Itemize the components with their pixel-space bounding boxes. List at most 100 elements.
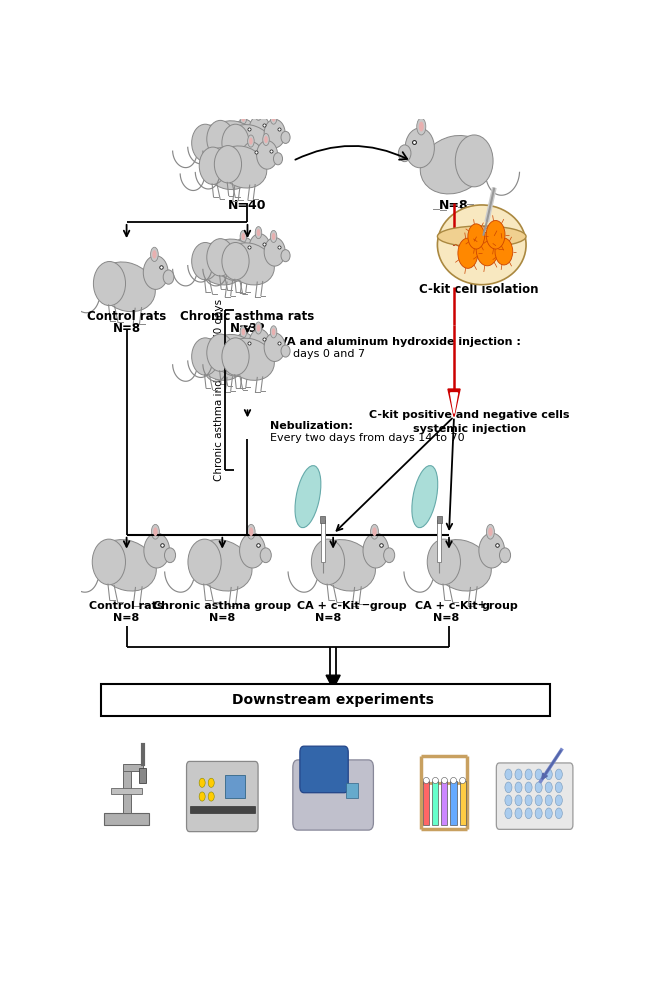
Ellipse shape [274, 153, 283, 165]
Bar [123, 767, 131, 814]
Ellipse shape [441, 778, 447, 784]
Ellipse shape [211, 121, 259, 163]
Circle shape [555, 769, 562, 780]
Ellipse shape [427, 539, 460, 585]
Ellipse shape [405, 128, 434, 167]
Bar [320, 515, 325, 523]
Text: group: group [366, 602, 406, 611]
Ellipse shape [272, 328, 276, 335]
Circle shape [515, 782, 522, 793]
Text: CA + c-Kit: CA + c-Kit [297, 602, 359, 611]
Circle shape [515, 769, 522, 780]
Ellipse shape [437, 205, 526, 284]
Bar [190, 806, 255, 814]
Text: −: − [362, 600, 370, 609]
Ellipse shape [248, 135, 254, 147]
Ellipse shape [257, 141, 278, 169]
Circle shape [555, 795, 562, 806]
Ellipse shape [251, 345, 260, 357]
Ellipse shape [192, 243, 219, 279]
Text: C-kit cell isolation: C-kit cell isolation [419, 283, 539, 296]
Ellipse shape [240, 230, 246, 243]
Circle shape [535, 808, 542, 819]
Ellipse shape [266, 128, 275, 140]
Ellipse shape [196, 338, 244, 381]
Ellipse shape [196, 243, 244, 285]
Text: OVA and aluminum hydroxide injection :: OVA and aluminum hydroxide injection : [270, 337, 521, 347]
Circle shape [505, 795, 512, 806]
Bar [437, 515, 442, 523]
Circle shape [545, 795, 552, 806]
Ellipse shape [251, 132, 260, 144]
Text: group: group [482, 602, 519, 611]
Ellipse shape [423, 778, 430, 784]
Ellipse shape [316, 539, 376, 591]
Text: days 0 and 7: days 0 and 7 [292, 350, 365, 360]
Bar [101, 684, 550, 716]
Ellipse shape [270, 326, 277, 338]
Ellipse shape [281, 132, 290, 144]
Ellipse shape [499, 548, 510, 563]
Ellipse shape [211, 239, 259, 281]
Ellipse shape [144, 533, 170, 568]
Circle shape [525, 795, 532, 806]
FancyBboxPatch shape [187, 761, 258, 831]
Bar [460, 781, 465, 825]
Ellipse shape [240, 112, 246, 124]
Ellipse shape [218, 146, 266, 188]
Ellipse shape [200, 147, 226, 184]
Circle shape [505, 808, 512, 819]
Ellipse shape [270, 230, 277, 243]
Ellipse shape [281, 345, 290, 357]
Ellipse shape [211, 334, 259, 377]
Circle shape [515, 808, 522, 819]
Ellipse shape [266, 341, 275, 353]
Text: Downstream experiments: Downstream experiments [232, 693, 434, 707]
Ellipse shape [272, 115, 276, 122]
Ellipse shape [264, 238, 285, 267]
Ellipse shape [257, 324, 260, 332]
Circle shape [199, 778, 205, 788]
Text: N=8: N=8 [114, 613, 140, 623]
Circle shape [525, 782, 532, 793]
Ellipse shape [97, 539, 156, 591]
Ellipse shape [384, 548, 395, 563]
Ellipse shape [486, 524, 495, 539]
Ellipse shape [249, 234, 270, 263]
Ellipse shape [370, 524, 378, 539]
Text: N=32: N=32 [229, 322, 266, 335]
Ellipse shape [242, 328, 245, 335]
Ellipse shape [264, 333, 285, 362]
Ellipse shape [421, 136, 488, 194]
Ellipse shape [242, 233, 245, 240]
Ellipse shape [281, 250, 290, 262]
Ellipse shape [295, 466, 321, 527]
Ellipse shape [372, 527, 377, 536]
Ellipse shape [203, 148, 252, 189]
FancyArrowPatch shape [543, 751, 561, 779]
Ellipse shape [488, 527, 493, 536]
Ellipse shape [255, 227, 262, 239]
Ellipse shape [266, 246, 275, 258]
Ellipse shape [151, 247, 158, 262]
FancyArrowPatch shape [295, 146, 407, 160]
Circle shape [505, 782, 512, 793]
Ellipse shape [192, 124, 219, 162]
Circle shape [525, 769, 532, 780]
Ellipse shape [164, 548, 176, 563]
Ellipse shape [249, 329, 270, 358]
Ellipse shape [222, 124, 249, 162]
Ellipse shape [98, 262, 155, 311]
Ellipse shape [163, 270, 174, 284]
Ellipse shape [249, 115, 270, 144]
Bar [437, 519, 441, 562]
Ellipse shape [432, 539, 491, 591]
Text: Chronic asthma rats: Chronic asthma rats [180, 309, 315, 323]
Circle shape [505, 769, 512, 780]
Text: Chronic asthma group: Chronic asthma group [153, 602, 291, 611]
Ellipse shape [207, 120, 234, 158]
Ellipse shape [192, 539, 252, 591]
Ellipse shape [153, 527, 157, 536]
Ellipse shape [455, 135, 493, 187]
Bar [320, 519, 324, 562]
